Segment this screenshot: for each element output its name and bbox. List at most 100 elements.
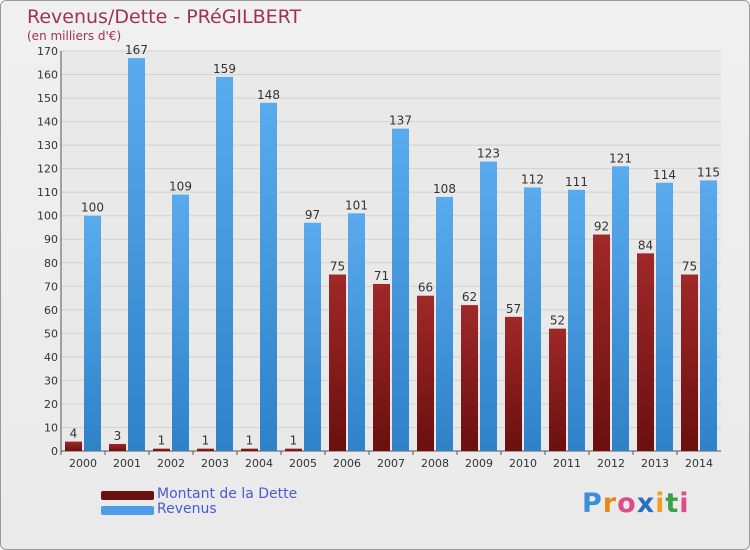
bar-revenus [84, 215, 101, 451]
data-label-revenus: 100 [81, 201, 104, 215]
x-tick-label: 2014 [685, 457, 713, 470]
bar-revenus [348, 213, 365, 451]
y-tick-label: 30 [44, 374, 58, 387]
y-tick-label: 110 [37, 186, 58, 199]
y-tick-label: 100 [37, 210, 58, 223]
data-label-dette: 75 [330, 260, 345, 274]
data-label-dette: 1 [290, 434, 298, 448]
bar-dette [109, 443, 126, 451]
bar-revenus [436, 196, 453, 451]
bar-dette [593, 234, 610, 451]
y-tick-label: 90 [44, 233, 58, 246]
y-tick-label: 160 [37, 69, 58, 82]
bar-dette [285, 448, 302, 451]
data-label-dette: 62 [462, 290, 477, 304]
y-tick-label: 80 [44, 257, 58, 270]
data-label-dette: 84 [638, 238, 653, 252]
y-tick-label: 170 [37, 45, 58, 58]
bar-dette [637, 253, 654, 451]
x-tick-label: 2008 [421, 457, 449, 470]
logo-letter: r [602, 488, 618, 519]
bar-revenus [304, 222, 321, 451]
logo-letter: o [617, 488, 637, 519]
data-label-dette: 92 [594, 220, 609, 234]
bar-dette [549, 328, 566, 451]
x-tick-label: 2010 [509, 457, 537, 470]
data-label-dette: 75 [682, 260, 697, 274]
x-tick-label: 2003 [201, 457, 229, 470]
bar-revenus [172, 194, 189, 451]
data-label-dette: 57 [506, 302, 521, 316]
y-tick-label: 70 [44, 280, 58, 293]
bar-dette [65, 441, 82, 451]
data-label-revenus: 159 [213, 62, 236, 76]
data-label-revenus: 114 [653, 168, 676, 182]
x-tick-label: 2000 [69, 457, 97, 470]
y-tick-label: 150 [37, 92, 58, 105]
logo-letter: t [665, 488, 680, 519]
data-label-revenus: 115 [697, 165, 720, 179]
proxiti-logo: Proxiti [582, 488, 690, 519]
bar-dette [197, 448, 214, 451]
bar-revenus [260, 102, 277, 451]
x-tick-label: 2001 [113, 457, 141, 470]
x-tick-label: 2007 [377, 457, 405, 470]
data-label-dette: 4 [70, 427, 78, 441]
data-label-revenus: 121 [609, 151, 632, 165]
y-tick-label: 10 [44, 421, 58, 434]
y-tick-label: 50 [44, 327, 58, 340]
data-label-dette: 3 [114, 429, 122, 443]
bar-dette [329, 274, 346, 451]
logo-letter: P [582, 488, 603, 519]
bar-revenus [480, 161, 497, 451]
bar-dette [461, 305, 478, 451]
y-tick-label: 20 [44, 398, 58, 411]
data-label-dette: 52 [550, 314, 565, 328]
y-tick-label: 140 [37, 116, 58, 129]
x-tick-label: 2012 [597, 457, 625, 470]
bar-revenus [216, 76, 233, 451]
bar-dette [505, 316, 522, 451]
logo-letter: i [655, 488, 666, 519]
legend-swatch-revenus [101, 506, 154, 515]
y-tick-label: 120 [37, 163, 58, 176]
plot-area [61, 51, 721, 451]
data-label-revenus: 97 [305, 208, 320, 222]
data-label-revenus: 101 [345, 198, 368, 212]
data-label-revenus: 167 [125, 43, 148, 57]
bar-revenus [524, 187, 541, 451]
x-tick-label: 2011 [553, 457, 581, 470]
bar-revenus [568, 189, 585, 451]
y-tick-label: 40 [44, 351, 58, 364]
legend-label-revenus: Revenus [157, 501, 217, 517]
bar-dette [417, 295, 434, 451]
data-label-dette: 1 [158, 434, 166, 448]
data-label-dette: 71 [374, 269, 389, 283]
data-label-revenus: 109 [169, 180, 192, 194]
logo-letter: x [636, 488, 656, 519]
data-label-dette: 1 [246, 434, 254, 448]
logo-letter: i [679, 488, 690, 519]
y-tick-label: 130 [37, 139, 58, 152]
bar-dette [241, 448, 258, 451]
data-label-dette: 66 [418, 281, 433, 295]
y-tick-label: 60 [44, 304, 58, 317]
bar-revenus [392, 128, 409, 451]
data-label-revenus: 111 [565, 175, 588, 189]
data-label-revenus: 112 [521, 172, 544, 186]
data-label-revenus: 108 [433, 182, 456, 196]
x-tick-label: 2009 [465, 457, 493, 470]
y-tick-label: 0 [51, 445, 58, 458]
bar-revenus [128, 58, 145, 451]
data-label-dette: 1 [202, 434, 210, 448]
x-tick-label: 2004 [245, 457, 273, 470]
legend-label-dette: Montant de la Dette [157, 486, 298, 502]
bar-dette [681, 274, 698, 451]
bar-revenus [700, 180, 717, 452]
bar-revenus [612, 166, 629, 451]
bar-dette [373, 283, 390, 451]
x-tick-label: 2002 [157, 457, 185, 470]
x-tick-label: 2005 [289, 457, 317, 470]
bar-revenus [656, 182, 673, 451]
